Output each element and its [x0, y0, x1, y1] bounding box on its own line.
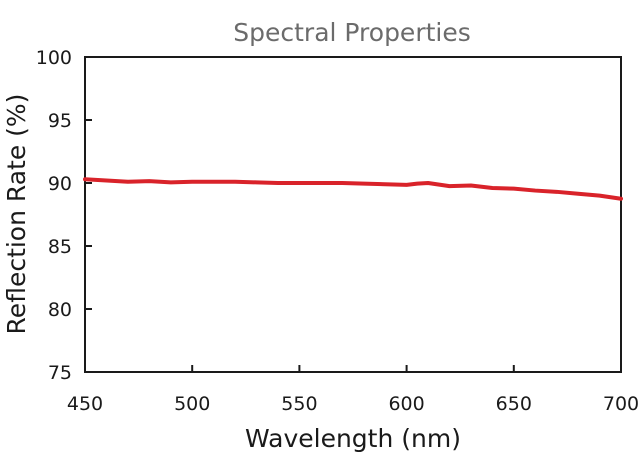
plot-area-frame	[84, 56, 622, 373]
y-axis-tick-label: 80	[48, 299, 72, 321]
y-axis-tick-label: 85	[48, 236, 72, 258]
reflection-series-line	[83, 177, 623, 201]
x-axis-tick-label: 550	[281, 393, 317, 415]
y-axis-tick-label: 90	[48, 173, 72, 195]
x-axis-tick-label: 600	[388, 393, 424, 415]
x-axis-tick-label: 650	[496, 393, 532, 415]
y-axis-tick-labels: 75 80 85 90 95 100	[36, 47, 72, 384]
y-axis-label: Reflection Rate (%)	[2, 94, 31, 335]
x-axis-tick-label: 450	[67, 393, 103, 415]
x-axis-tick-label: 700	[603, 393, 639, 415]
x-axis-ticks	[84, 365, 622, 372]
y-axis-tick-label: 100	[36, 47, 72, 69]
y-axis-ticks	[85, 56, 92, 373]
y-axis-tick-label: 95	[48, 110, 72, 132]
x-axis-label: Wavelength (nm)	[245, 424, 461, 453]
chart-title: Spectral Properties	[233, 18, 471, 47]
x-axis-tick-labels: 450 500 550 600 650 700	[67, 393, 639, 415]
y-axis-tick-label: 75	[48, 362, 72, 384]
x-axis-tick-label: 500	[174, 393, 210, 415]
